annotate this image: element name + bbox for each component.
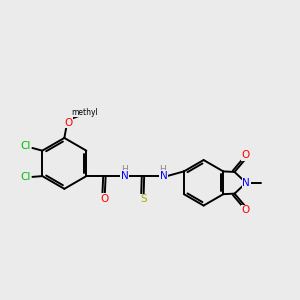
- Text: O: O: [242, 206, 250, 215]
- Text: methyl: methyl: [71, 108, 98, 117]
- Text: H: H: [159, 165, 166, 174]
- Text: O: O: [242, 150, 250, 160]
- Text: O: O: [64, 118, 73, 128]
- Text: N: N: [242, 178, 250, 188]
- Text: S: S: [140, 194, 147, 204]
- Text: Cl: Cl: [20, 141, 31, 151]
- Text: N: N: [121, 171, 129, 181]
- Text: Cl: Cl: [20, 172, 31, 182]
- Text: N: N: [160, 171, 167, 181]
- Text: O: O: [101, 194, 109, 204]
- Text: H: H: [121, 165, 128, 174]
